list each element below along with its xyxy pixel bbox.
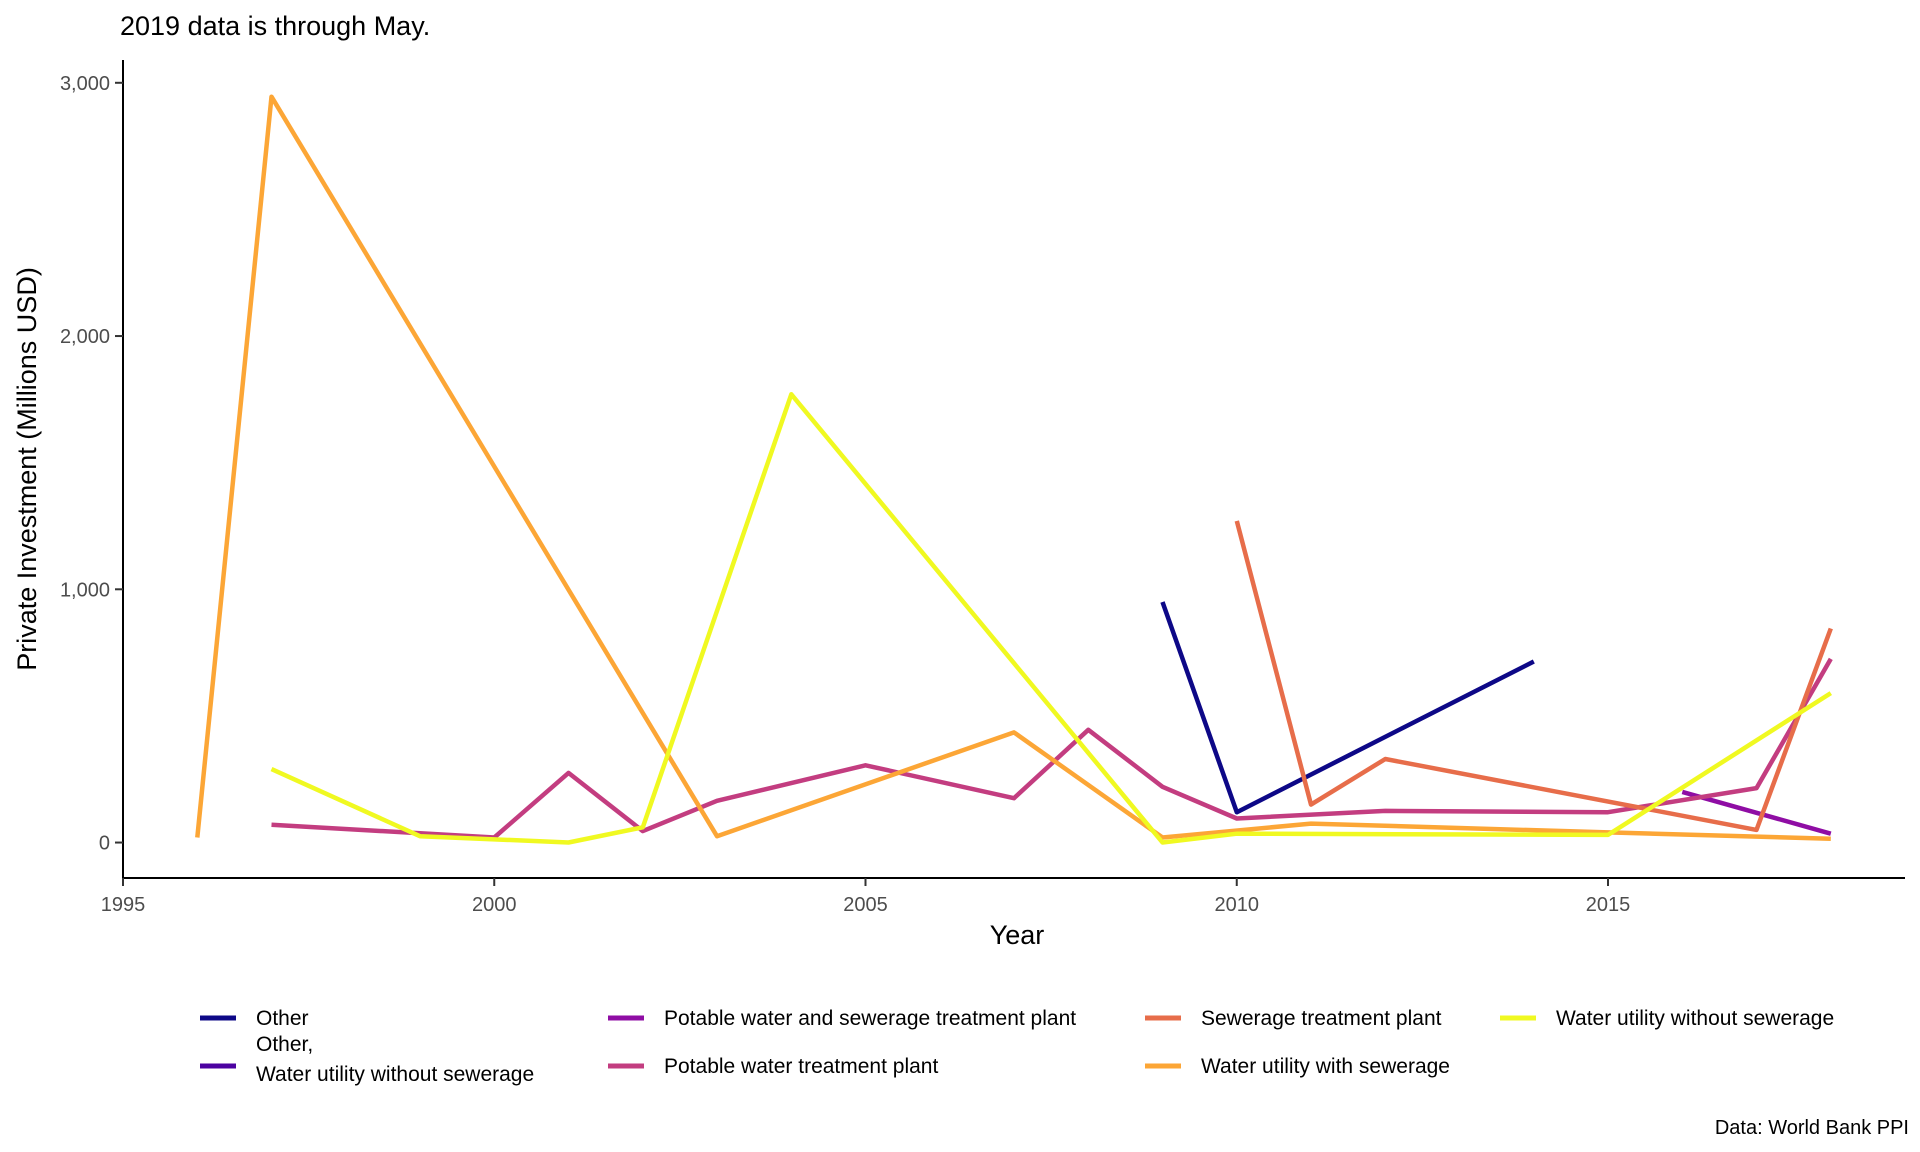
series-line-3 bbox=[271, 657, 1833, 840]
legend: Other Other, Water utility without sewerag… bbox=[200, 1007, 1834, 1086]
x-tick-label: 2005 bbox=[843, 894, 888, 916]
y-tick-label: 2,000 bbox=[60, 326, 110, 348]
y-axis-title: Private Investment (Millions USD) bbox=[12, 267, 42, 671]
x-axis-title: Year bbox=[990, 920, 1045, 950]
legend-label: Potable water treatment plant bbox=[664, 1055, 938, 1078]
x-tick-label: 2015 bbox=[1586, 894, 1631, 916]
legend-label: Water utility without sewerage bbox=[1556, 1007, 1834, 1030]
series-line-0 bbox=[1160, 601, 1535, 815]
x-tick-label: 2000 bbox=[472, 894, 517, 916]
chart-subtitle: 2019 data is through May. bbox=[120, 11, 430, 41]
series-line-5 bbox=[195, 94, 1831, 841]
legend-label: Other bbox=[256, 1007, 309, 1030]
x-tick-label: 2010 bbox=[1215, 894, 1260, 916]
y-tick-label: 3,000 bbox=[60, 73, 110, 95]
series-line-2 bbox=[1681, 789, 1832, 836]
legend-label: Potable water and sewerage treatment pla… bbox=[664, 1007, 1076, 1030]
axes bbox=[122, 60, 1905, 879]
y-axis-ticks: 0 1,000 2,000 3,000 bbox=[60, 73, 123, 855]
x-axis-ticks: 1995 2000 2005 2010 2015 bbox=[101, 878, 1631, 916]
legend-label: Water utility with sewerage bbox=[1201, 1055, 1450, 1078]
series-line-4 bbox=[1234, 520, 1833, 833]
y-tick-label: 0 bbox=[99, 833, 110, 855]
legend-label: Other, Water utility without sewerage bbox=[256, 1033, 534, 1086]
series-lines bbox=[195, 94, 1833, 845]
chart-caption: Data: World Bank PPI bbox=[1715, 1117, 1909, 1139]
series-line-6 bbox=[270, 392, 1833, 845]
x-tick-label: 1995 bbox=[101, 894, 146, 916]
legend-label-line: Other, bbox=[256, 1033, 313, 1056]
y-tick-label: 1,000 bbox=[60, 579, 110, 601]
legend-label: Sewerage treatment plant bbox=[1201, 1007, 1442, 1030]
legend-label-line: Water utility without sewerage bbox=[256, 1063, 534, 1086]
